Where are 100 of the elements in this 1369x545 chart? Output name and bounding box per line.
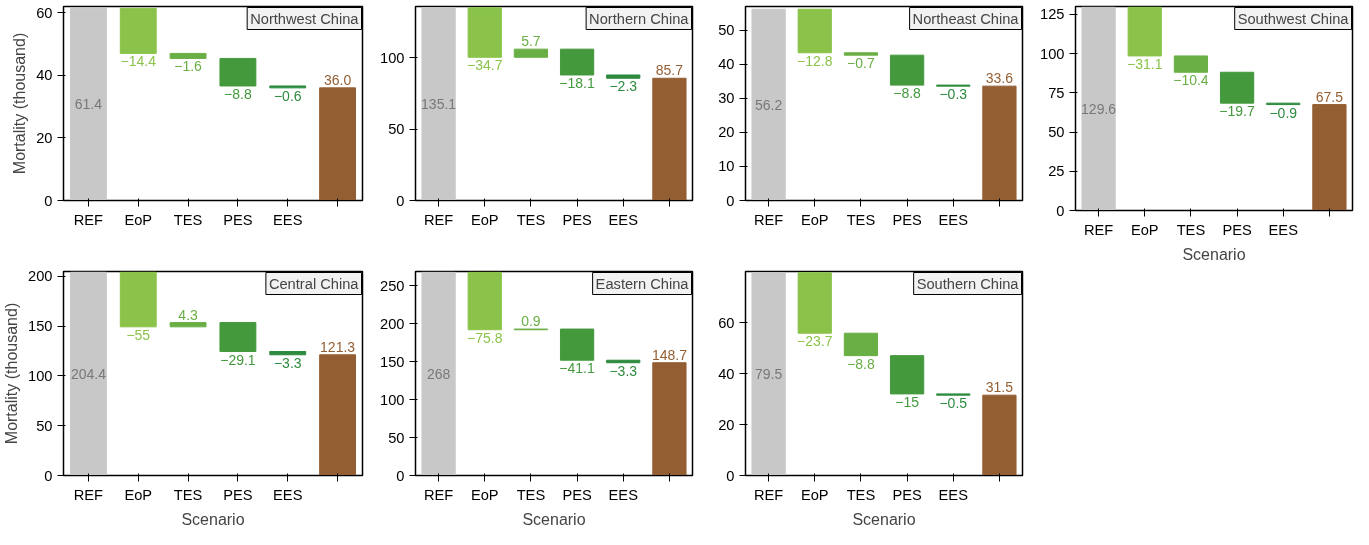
data-label: −18.1 <box>559 74 596 91</box>
x-tick-label: EoP <box>1130 221 1159 238</box>
data-label: −0.9 <box>1269 104 1298 121</box>
data-label: −8.8 <box>893 85 922 102</box>
data-label: 121.3 <box>320 338 356 355</box>
data-label: 56.2 <box>754 96 783 113</box>
data-label: −0.7 <box>847 55 875 72</box>
chart-title: Central China <box>268 275 360 292</box>
x-tick-label: REF <box>73 486 104 503</box>
x-axis-title: Scenario <box>522 510 586 528</box>
y-tick-label: 100 <box>28 367 53 384</box>
y-tick-label: 40 <box>36 67 53 84</box>
y-tick-label: 10 <box>718 158 735 175</box>
data-label: −14.4 <box>120 53 157 70</box>
x-tick-label: PES <box>892 211 922 228</box>
data-label: 61.4 <box>74 96 103 113</box>
x-tick-label: REF <box>423 486 454 503</box>
y-tick-label: 0 <box>396 192 405 209</box>
x-tick-label: TES <box>516 211 546 228</box>
y-tick-label: 250 <box>380 277 405 294</box>
data-label: −29.1 <box>220 351 256 368</box>
x-tick-label: REF <box>753 211 784 228</box>
data-label: 67.5 <box>1315 88 1344 105</box>
x-tick-label: PES <box>892 486 922 503</box>
x-tick-label: PES <box>562 211 592 228</box>
y-tick-label: 30 <box>718 90 735 107</box>
y-tick-label: 100 <box>1040 45 1065 62</box>
x-tick-label: EES <box>938 486 969 503</box>
x-tick-label: PES <box>223 486 253 503</box>
x-tick-label: REF <box>73 211 104 228</box>
data-label: 79.5 <box>754 366 783 383</box>
x-tick-label: EES <box>608 486 639 503</box>
data-label: 4.3 <box>178 306 199 323</box>
data-label: 0.9 <box>521 313 541 330</box>
data-label: −34.7 <box>467 57 503 74</box>
data-label: −3.3 <box>273 354 302 371</box>
x-axis-title: Scenario <box>852 510 916 528</box>
y-tick-label: 0 <box>44 192 53 209</box>
x-tick-label: TES <box>846 211 876 228</box>
data-label: −2.3 <box>609 78 638 95</box>
data-label: −12.8 <box>797 52 833 69</box>
x-tick-label: TES <box>173 486 203 503</box>
chart-title: Southern China <box>916 275 1020 292</box>
y-tick-label: 20 <box>718 416 735 433</box>
x-tick-label: PES <box>1222 221 1252 238</box>
x-tick-label: REF <box>753 486 784 503</box>
y-tick-label: 60 <box>718 314 735 331</box>
data-label: 36.0 <box>323 71 352 88</box>
x-axis-title: Scenario <box>181 510 245 528</box>
x-tick-label: REF <box>1083 221 1114 238</box>
chart-title: Northern China <box>589 10 690 27</box>
y-tick-label: 100 <box>380 391 405 408</box>
data-label: −8.8 <box>224 85 252 102</box>
x-tick-label: TES <box>173 211 203 228</box>
data-label: −0.6 <box>273 87 302 104</box>
chart-title: Northwest China <box>250 10 360 27</box>
data-label: −8.8 <box>847 355 875 372</box>
data-label: 268 <box>426 365 451 382</box>
y-tick-label: 50 <box>36 417 53 434</box>
y-axis-title: Mortality (thousand) <box>11 32 29 175</box>
x-tick-label: TES <box>516 486 546 503</box>
y-tick-label: 0 <box>1056 202 1065 219</box>
x-tick-label: PES <box>562 486 592 503</box>
data-label: 31.5 <box>985 379 1014 396</box>
y-tick-label: 50 <box>718 22 735 39</box>
y-tick-label: 50 <box>388 429 405 446</box>
x-tick-label: EoP <box>800 486 829 503</box>
chart-title: Southwest China <box>1237 10 1350 27</box>
data-label: −15 <box>895 393 920 410</box>
data-label: −1.6 <box>174 58 203 75</box>
data-label: 5.7 <box>521 33 541 50</box>
x-tick-label: EoP <box>470 486 499 503</box>
y-tick-label: 0 <box>726 192 735 209</box>
x-tick-label: EES <box>608 211 639 228</box>
y-tick-label: 150 <box>28 318 53 335</box>
y-tick-label: 20 <box>718 124 735 141</box>
data-label: −31.1 <box>1127 55 1163 72</box>
data-label: −41.1 <box>559 360 596 377</box>
data-label: 204.4 <box>70 365 107 382</box>
y-tick-label: 150 <box>380 353 405 370</box>
y-tick-label: 200 <box>380 315 405 332</box>
x-tick-label: EES <box>1268 221 1299 238</box>
x-tick-label: TES <box>1176 221 1206 238</box>
data-label: −75.8 <box>467 329 503 346</box>
x-tick-label: EoP <box>124 211 153 228</box>
y-tick-label: 100 <box>380 49 405 66</box>
data-label: −3.3 <box>609 362 638 379</box>
data-label: −19.7 <box>1219 103 1256 120</box>
data-label: 148.7 <box>651 346 688 363</box>
y-tick-label: 0 <box>726 467 735 484</box>
data-label: −0.5 <box>939 395 968 412</box>
x-axis-title: Scenario <box>1182 245 1246 263</box>
x-tick-label: EES <box>273 211 303 228</box>
chart-title: Northeast China <box>912 10 1020 27</box>
y-tick-label: 50 <box>1048 124 1065 141</box>
data-label: 33.6 <box>985 70 1014 87</box>
x-tick-label: EES <box>938 211 969 228</box>
y-tick-label: 60 <box>36 4 53 21</box>
y-tick-label: 25 <box>1048 163 1065 180</box>
data-label: −0.3 <box>939 86 968 103</box>
